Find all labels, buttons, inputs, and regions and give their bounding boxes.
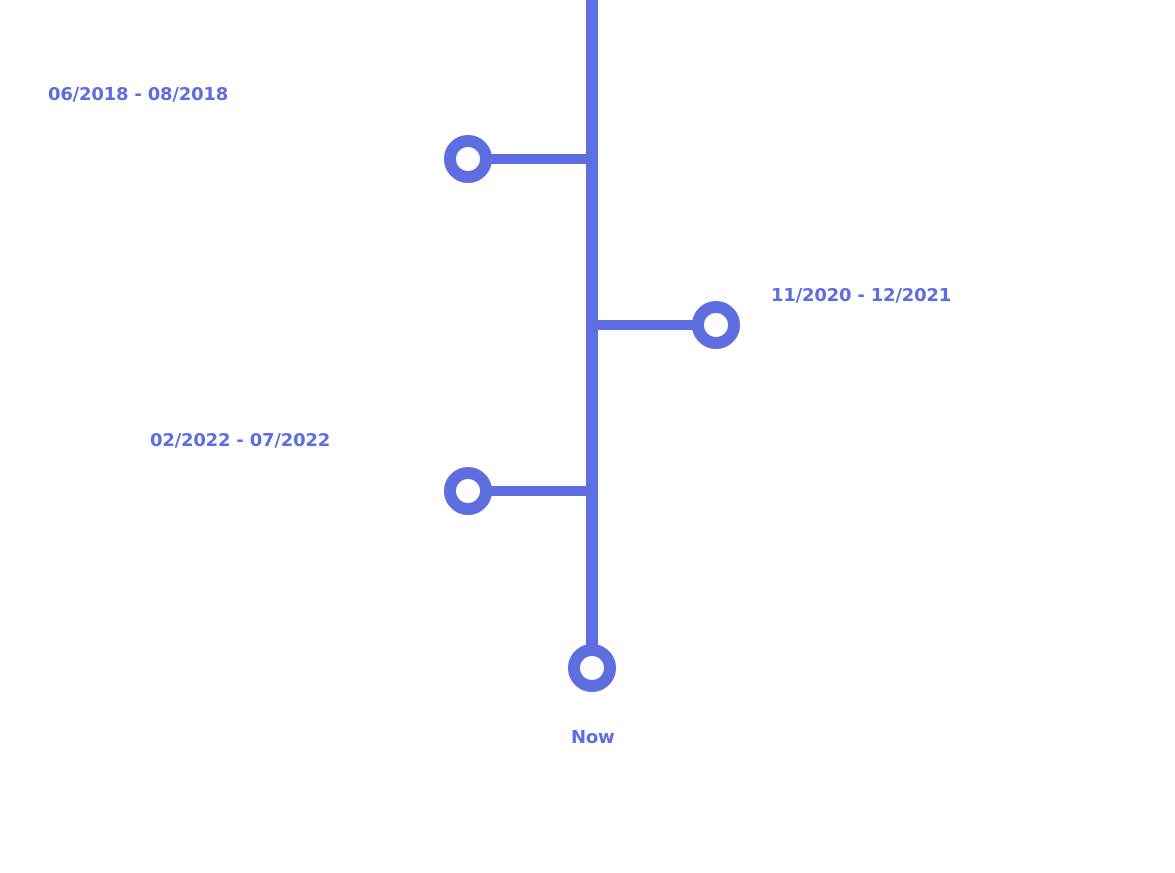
timeline-branch-2 <box>596 320 696 330</box>
timeline-node-2 <box>692 301 740 349</box>
timeline-node-3 <box>444 467 492 515</box>
timeline-date-label-2: 11/2020 - 12/2021 <box>771 285 952 306</box>
timeline-branch-1 <box>488 154 588 164</box>
timeline-end-node <box>568 644 616 692</box>
timeline-end-label: Now <box>571 727 615 748</box>
timeline-node-1 <box>444 135 492 183</box>
timeline-branch-3 <box>488 486 588 496</box>
timeline-spine <box>586 0 598 652</box>
timeline-date-label-1: 06/2018 - 08/2018 <box>48 84 229 105</box>
timeline-date-label-3: 02/2022 - 07/2022 <box>150 430 331 451</box>
